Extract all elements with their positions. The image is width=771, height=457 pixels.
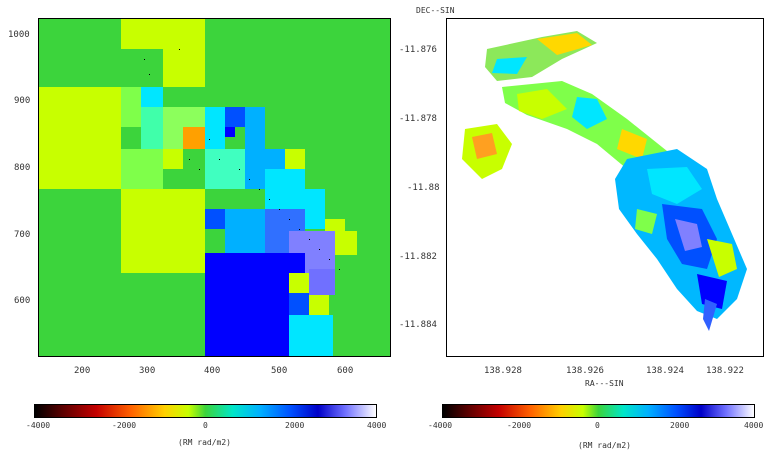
left-x-tick: 300 [139,366,156,376]
right-colorbar-gradient [442,404,755,418]
right-rm-map [446,18,764,357]
right-x-tick: 138.928 [484,366,522,376]
dec-axis-label: DEC--SIN [416,6,455,15]
right-colorbar-tick: -2000 [507,421,532,430]
right-colorbar-title: (RM rad/m2) [578,441,631,450]
left-x-tick: 500 [271,366,288,376]
left-x-tick: 600 [337,366,354,376]
left-colorbar-gradient [34,404,377,418]
right-y-tick: -11.884 [399,320,437,330]
left-colorbar-tick: 2000 [285,421,305,430]
left-colorbar-tick: -4000 [26,421,51,430]
left-colorbar-tick: 4000 [367,421,387,430]
right-x-tick: 138.922 [706,366,744,376]
left-y-tick: 900 [14,96,31,106]
left-rm-map [38,18,391,357]
right-colorbar-tick: 4000 [744,421,764,430]
left-x-tick: 400 [204,366,221,376]
ra-axis-label: RA---SIN [585,379,624,388]
left-colorbar-tick: 0 [203,421,208,430]
right-y-tick: -11.878 [399,114,437,124]
left-colorbar-title: (RM rad/m2) [178,438,231,447]
right-y-tick: -11.882 [399,252,437,262]
left-y-tick: 600 [14,296,31,306]
left-x-tick: 200 [74,366,91,376]
faraday-rm-image [462,31,747,331]
left-y-tick: 700 [14,230,31,240]
right-y-tick: -11.876 [399,45,437,55]
left-colorbar-tick: -2000 [112,421,137,430]
quadtree-rm-image [39,19,357,356]
right-colorbar-tick: 0 [595,421,600,430]
right-colorbar-tick: -4000 [428,421,453,430]
right-y-tick: -11.88 [407,183,440,193]
right-x-tick: 138.926 [566,366,604,376]
left-y-tick: 1000 [8,30,30,40]
left-y-tick: 800 [14,163,31,173]
right-x-tick: 138.924 [646,366,684,376]
right-colorbar-tick: 2000 [670,421,690,430]
